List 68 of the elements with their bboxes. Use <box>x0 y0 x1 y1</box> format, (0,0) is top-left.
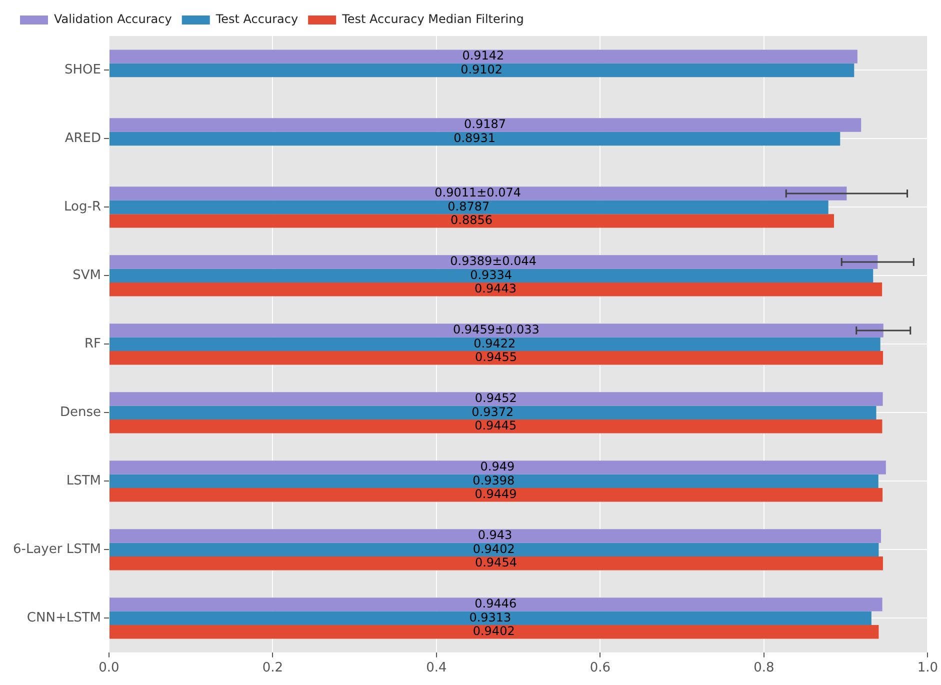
bar <box>109 351 884 365</box>
bar <box>109 474 878 488</box>
data-label: 0.9313 <box>469 610 512 624</box>
data-label: 0.9372 <box>472 404 514 419</box>
x-tick-label: 0.8 <box>754 660 774 676</box>
bar <box>109 268 874 283</box>
data-label: 0.9459±0.033 <box>452 322 540 337</box>
bar <box>109 200 828 214</box>
bar <box>109 542 879 557</box>
data-label: 0.9389±0.044 <box>450 254 537 268</box>
data-label: 0.8787 <box>448 199 490 214</box>
data-label: 0.9455 <box>475 350 518 364</box>
data-label: 0.943 <box>478 528 512 542</box>
bar <box>109 625 879 639</box>
data-label: 0.9452 <box>474 391 517 406</box>
data-label: 0.9422 <box>474 336 516 350</box>
bar <box>109 488 883 502</box>
bar <box>109 556 883 570</box>
bar <box>109 324 884 338</box>
bar <box>109 529 881 543</box>
x-tick-label: 0.2 <box>262 660 284 676</box>
data-label: 0.9449 <box>474 487 517 501</box>
bar <box>109 611 872 626</box>
bar <box>109 420 882 434</box>
data-label: 0.9402 <box>472 624 515 638</box>
bar <box>109 460 886 474</box>
bar <box>109 282 882 296</box>
y-tick-label: Log-R <box>64 200 101 215</box>
data-label: 0.9142 <box>462 48 504 63</box>
bar <box>109 392 883 406</box>
bar <box>109 132 840 146</box>
x-tick-label: 0.4 <box>426 660 447 676</box>
y-tick-label: SVM <box>72 268 101 284</box>
legend-label: Test Accuracy Median Filtering <box>341 12 524 26</box>
data-label: 0.9334 <box>470 268 512 282</box>
data-label: 0.8931 <box>454 130 496 145</box>
bar <box>109 63 854 78</box>
legend-label: Validation Accuracy <box>54 12 172 26</box>
data-label: 0.9443 <box>474 282 517 296</box>
bar <box>109 337 880 352</box>
bar <box>109 406 876 420</box>
y-tick-label: LSTM <box>66 474 101 489</box>
data-label: 0.9446 <box>474 596 517 611</box>
x-tick-label: 0.0 <box>98 660 120 676</box>
y-tick-label: SHOE <box>64 62 101 78</box>
data-label: 0.8856 <box>450 213 492 228</box>
data-label: 0.9445 <box>474 418 517 433</box>
bar <box>109 214 834 228</box>
data-label: 0.9398 <box>472 473 515 488</box>
y-tick-label: RF <box>84 336 101 352</box>
y-tick-label: CNN+LSTM <box>26 610 101 626</box>
data-label: 0.9187 <box>464 117 506 132</box>
bar <box>109 118 862 132</box>
data-label: 0.9011±0.074 <box>434 186 522 200</box>
y-tick-label: 6-Layer LSTM <box>12 542 101 558</box>
data-label: 0.949 <box>480 460 515 474</box>
data-label: 0.9102 <box>460 62 503 76</box>
y-tick-label: ARED <box>64 131 101 146</box>
bar <box>109 598 882 612</box>
data-label: 0.9454 <box>474 555 517 570</box>
x-tick-label: 1.0 <box>917 660 938 676</box>
bar <box>109 50 858 64</box>
data-label: 0.9402 <box>472 542 515 556</box>
legend-label: Test Accuracy <box>214 12 298 26</box>
x-tick-label: 0.6 <box>590 660 611 676</box>
bar <box>109 186 847 200</box>
y-tick-label: Dense <box>60 405 101 420</box>
bar <box>109 255 878 269</box>
